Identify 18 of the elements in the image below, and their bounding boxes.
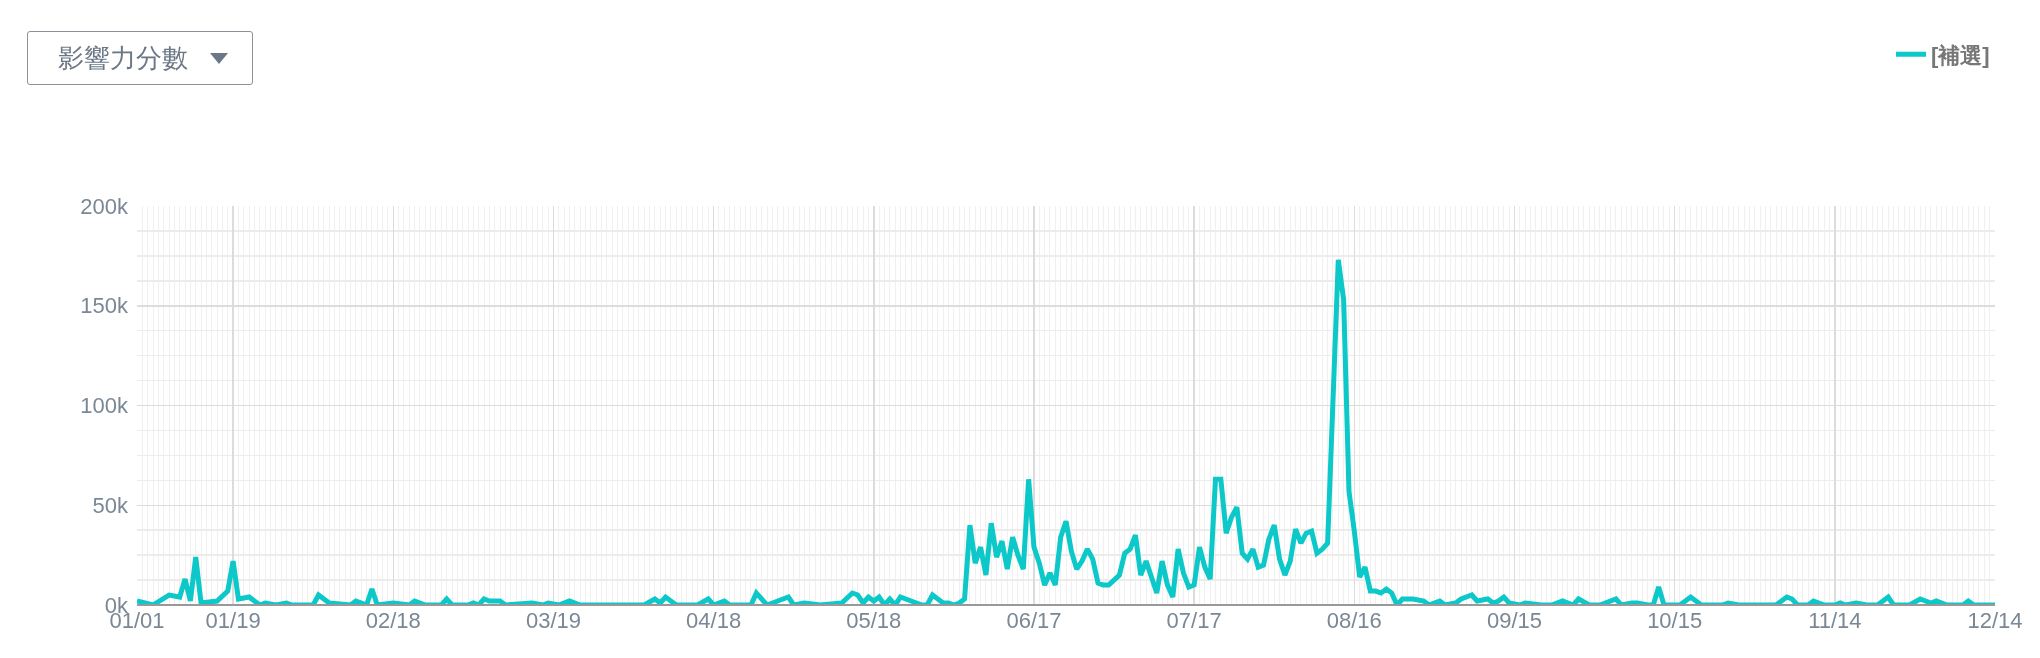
x-tick-label: 03/19 (525, 608, 581, 633)
y-axis-title: 影響力分數 (58, 41, 188, 75)
y-tick-label: 50k (92, 492, 129, 518)
x-tick-label: 05/18 (846, 608, 902, 633)
x-tick-label: 11/14 (1808, 608, 1862, 633)
x-tick-label: 08/16 (1326, 608, 1382, 633)
y-tick-label: 150k (80, 293, 129, 319)
x-tick-label: 06/17 (1006, 608, 1062, 633)
x-tick-label: 07/17 (1166, 608, 1222, 633)
x-tick-label: 12/14 (1967, 608, 2023, 633)
x-tick-label: 10/15 (1647, 608, 1703, 633)
x-tick-label: 09/15 (1486, 608, 1543, 633)
x-tick-label: 01/19 (205, 608, 261, 633)
x-tick-label: 04/18 (686, 608, 742, 633)
legend-label: [補選] (1931, 42, 1990, 68)
x-tick-label: 02/18 (365, 608, 421, 633)
y-tick-label: 200k (80, 193, 129, 219)
y-tick-label: 100k (80, 393, 129, 419)
